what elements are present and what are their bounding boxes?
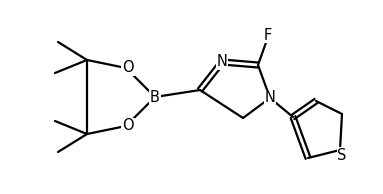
- Text: N: N: [265, 90, 275, 106]
- Text: S: S: [337, 147, 347, 163]
- Text: F: F: [264, 28, 272, 42]
- Text: O: O: [122, 119, 134, 133]
- Text: O: O: [122, 61, 134, 75]
- Text: B: B: [150, 89, 160, 105]
- Text: N: N: [216, 55, 228, 69]
